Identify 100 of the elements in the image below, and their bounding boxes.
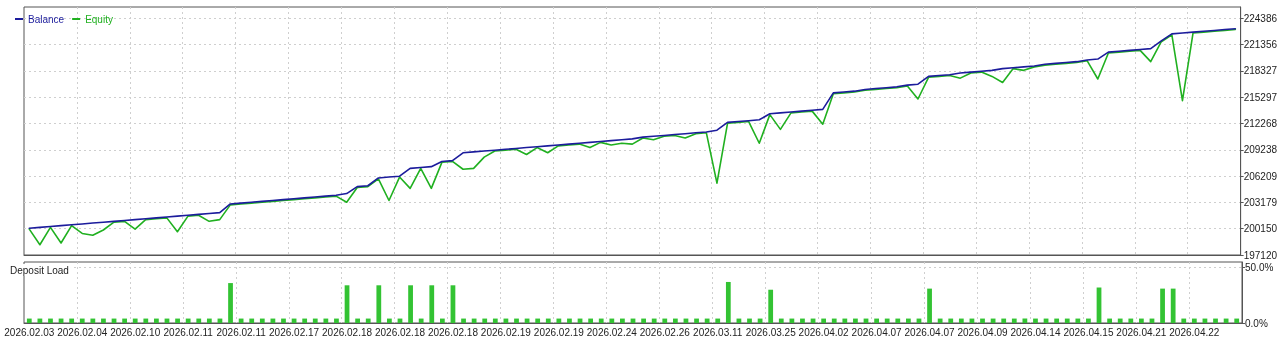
bar bbox=[26, 318, 32, 323]
bar bbox=[927, 288, 932, 323]
bar bbox=[567, 318, 572, 323]
bar bbox=[884, 318, 890, 323]
bar bbox=[90, 318, 96, 323]
bar bbox=[439, 318, 445, 323]
bar bbox=[1054, 318, 1060, 323]
x-tick-label: 2026.04.07 bbox=[851, 326, 903, 338]
x-tick-label: 2026.02.10 bbox=[110, 326, 161, 338]
x-tick-label: 2026.04.02 bbox=[798, 326, 850, 338]
x-tick-label: 2026.02.24 bbox=[586, 326, 638, 338]
bar bbox=[365, 318, 371, 323]
bar bbox=[768, 289, 774, 323]
bar bbox=[238, 318, 244, 323]
bar bbox=[853, 318, 858, 323]
bar bbox=[79, 318, 85, 323]
bar bbox=[715, 318, 721, 323]
y-tick-label: 215297 bbox=[1243, 91, 1278, 103]
bar bbox=[387, 318, 392, 323]
y-tick-label: 200150 bbox=[1243, 223, 1278, 235]
bar bbox=[620, 318, 625, 323]
bar bbox=[651, 318, 657, 323]
bar bbox=[122, 318, 127, 323]
y-tick-label: 50.0% bbox=[1245, 262, 1274, 274]
x-tick-label: 2026.04.14 bbox=[1010, 326, 1061, 338]
y-tick-label: 212268 bbox=[1243, 118, 1278, 130]
bar bbox=[609, 318, 615, 323]
bar bbox=[482, 318, 488, 323]
bar bbox=[418, 318, 424, 323]
bar bbox=[789, 318, 795, 323]
bar bbox=[312, 318, 318, 323]
bar bbox=[948, 318, 954, 323]
y-tick-label: 224386 bbox=[1243, 12, 1278, 24]
chart-title: Deposit Load bbox=[10, 264, 69, 276]
bar bbox=[874, 318, 879, 323]
bar bbox=[259, 318, 265, 323]
bar bbox=[937, 318, 943, 323]
bar bbox=[408, 285, 413, 323]
y-tick-label: 203179 bbox=[1243, 196, 1278, 208]
bar bbox=[1160, 288, 1165, 323]
bar bbox=[1086, 318, 1091, 323]
x-tick-label: 2026.04.07 bbox=[904, 326, 956, 338]
bar bbox=[1139, 318, 1144, 323]
bar bbox=[461, 318, 466, 323]
bar bbox=[514, 318, 519, 323]
bar bbox=[69, 318, 75, 323]
bar bbox=[778, 318, 784, 323]
bar bbox=[1075, 318, 1081, 323]
bar bbox=[588, 318, 594, 323]
bar bbox=[101, 318, 106, 323]
bar bbox=[376, 285, 382, 323]
legend-label: Equity bbox=[85, 13, 113, 25]
bar bbox=[1234, 318, 1240, 323]
bar bbox=[429, 285, 435, 323]
x-tick-label: 2026.02.18 bbox=[322, 326, 373, 338]
y-tick-label: 197120 bbox=[1243, 249, 1278, 261]
x-tick-label: 2026.02.18 bbox=[374, 326, 426, 338]
bar bbox=[641, 318, 646, 323]
bar bbox=[1001, 318, 1007, 323]
bar bbox=[821, 318, 827, 323]
bar bbox=[672, 318, 678, 323]
y-tick-label: 221356 bbox=[1243, 39, 1278, 51]
bar bbox=[1064, 318, 1070, 323]
bar bbox=[175, 318, 180, 323]
bar bbox=[249, 318, 255, 323]
x-tick-label: 2026.03.25 bbox=[745, 326, 797, 338]
x-tick-label: 2026.02.18 bbox=[427, 326, 479, 338]
bar bbox=[471, 318, 477, 323]
bar bbox=[535, 318, 541, 323]
y-tick-label: 206209 bbox=[1243, 170, 1278, 182]
bar bbox=[1181, 318, 1187, 323]
x-tick-label: 2026.03.11 bbox=[693, 326, 743, 338]
x-tick-label: 2026.02.03 bbox=[4, 326, 55, 338]
x-tick-label: 2026.04.21 bbox=[1116, 326, 1167, 338]
x-tick-label: 2026.04.09 bbox=[957, 326, 1008, 338]
bar bbox=[694, 318, 699, 323]
bar bbox=[747, 318, 752, 323]
bar bbox=[545, 318, 551, 323]
y-tick-label: 209238 bbox=[1243, 144, 1278, 156]
bar bbox=[143, 318, 149, 323]
bar bbox=[154, 318, 159, 323]
bar bbox=[556, 318, 562, 323]
bar bbox=[355, 318, 361, 323]
bar bbox=[725, 281, 731, 323]
x-tick-label: 2026.02.26 bbox=[639, 326, 691, 338]
x-tick-label: 2026.02.19 bbox=[480, 326, 532, 338]
bar bbox=[1022, 318, 1028, 323]
bar bbox=[1033, 318, 1038, 323]
bar bbox=[206, 318, 212, 323]
x-tick-label: 2026.04.15 bbox=[1063, 326, 1114, 338]
bar bbox=[334, 318, 339, 323]
bar bbox=[1107, 318, 1112, 323]
x-tick-label: 2026.02.04 bbox=[57, 326, 108, 338]
bar bbox=[185, 318, 191, 323]
bar bbox=[302, 318, 308, 323]
bar bbox=[196, 318, 202, 323]
legend-label: Balance bbox=[28, 13, 65, 25]
bar bbox=[48, 318, 53, 323]
bar bbox=[1213, 318, 1218, 323]
bar bbox=[598, 318, 604, 323]
